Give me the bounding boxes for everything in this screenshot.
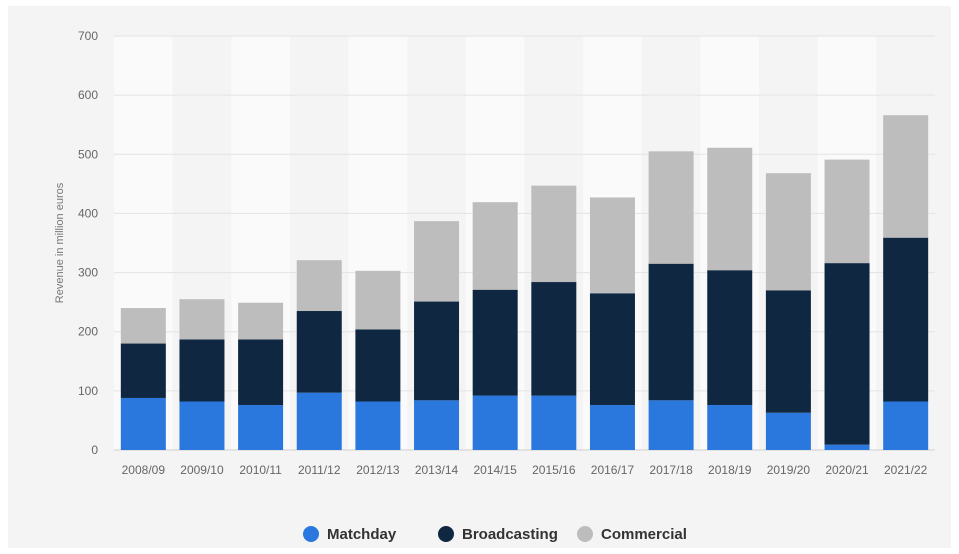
- legend-marker-matchday: [303, 526, 319, 542]
- bar-commercial-2011-12: [296, 260, 342, 312]
- y-tick-label: 400: [78, 206, 98, 220]
- x-tick-label: 2016/17: [591, 463, 635, 477]
- bar-commercial-2021-22: [883, 115, 929, 238]
- bar-commercial-2020-21: [824, 159, 870, 264]
- y-tick-label: 300: [78, 266, 98, 280]
- bar-broadcasting-2018-19: [707, 270, 753, 406]
- revenue-chart: 0 100 200 300 400 500 600 700 2008/09 2009/10 201…: [54, 29, 935, 543]
- bar-matchday-2009-10: [179, 401, 225, 450]
- bar-commercial-2012-13: [355, 270, 401, 330]
- bar-commercial-2013-14: [414, 221, 460, 302]
- bar-broadcasting-2019-20: [765, 290, 811, 413]
- bar-matchday-2016-17: [589, 405, 635, 450]
- legend: Matchday Broadcasting Commercial: [303, 526, 687, 543]
- bar-broadcasting-2021-22: [883, 237, 929, 402]
- x-tick-label: 2012/13: [356, 463, 400, 477]
- y-tick-label: 500: [78, 147, 98, 161]
- bar-broadcasting-2008-09: [120, 343, 166, 398]
- bar-matchday-2012-13: [355, 401, 401, 450]
- y-tick-label: 600: [78, 88, 98, 102]
- bar-matchday-2017-18: [648, 400, 694, 450]
- x-tick-label: 2017/18: [649, 463, 693, 477]
- legend-marker-commercial: [577, 526, 593, 542]
- legend-marker-broadcasting: [438, 526, 454, 542]
- x-tick-label: 2014/15: [473, 463, 517, 477]
- x-tick-label: 2008/09: [122, 463, 166, 477]
- bar-broadcasting-2015-16: [531, 282, 577, 396]
- x-tick-label: 2009/10: [180, 463, 224, 477]
- bar-matchday-2018-19: [707, 405, 753, 450]
- x-tick-labels: 2008/09 2009/10 2010/11 2011/12 2012/13 2013/…: [122, 463, 928, 477]
- bar-matchday-2021-22: [883, 401, 929, 450]
- bar-matchday-2013-14: [414, 400, 460, 450]
- x-tick-label: 2018/19: [708, 463, 752, 477]
- bar-broadcasting-2014-15: [472, 289, 518, 396]
- y-tick-label: 200: [78, 325, 98, 339]
- x-tick-label: 2021/22: [884, 463, 928, 477]
- bar-commercial-2019-20: [765, 173, 811, 291]
- bar-broadcasting-2011-12: [296, 311, 342, 393]
- bars: [120, 115, 929, 450]
- bar-commercial-2017-18: [648, 151, 694, 264]
- bar-matchday-2015-16: [531, 395, 577, 450]
- bar-broadcasting-2016-17: [589, 293, 635, 406]
- bar-broadcasting-2020-21: [824, 263, 870, 445]
- bar-broadcasting-2013-14: [414, 301, 460, 401]
- legend-label-broadcasting: Broadcasting: [462, 526, 558, 543]
- bar-matchday-2020-21: [824, 444, 870, 450]
- x-tick-label: 2011/12: [298, 463, 341, 477]
- bar-broadcasting-2012-13: [355, 329, 401, 402]
- bar-matchday-2008-09: [120, 397, 166, 450]
- x-tick-label: 2010/11: [239, 463, 282, 477]
- x-tick-label: 2015/16: [532, 463, 576, 477]
- y-tick-label: 0: [91, 443, 98, 457]
- bar-commercial-2010-11: [238, 302, 284, 340]
- bar-broadcasting-2017-18: [648, 263, 694, 401]
- x-tick-label: 2013/14: [415, 463, 459, 477]
- y-axis-title: Revenue in million euros: [54, 182, 66, 303]
- bar-commercial-2016-17: [589, 197, 635, 294]
- bar-commercial-2015-16: [531, 185, 577, 283]
- legend-label-matchday: Matchday: [327, 526, 397, 543]
- bar-matchday-2019-20: [765, 412, 811, 450]
- x-tick-label: 2020/21: [825, 463, 869, 477]
- bar-broadcasting-2009-10: [179, 339, 225, 402]
- bar-broadcasting-2010-11: [238, 339, 284, 406]
- bar-matchday-2010-11: [238, 405, 284, 450]
- bar-commercial-2008-09: [120, 308, 166, 344]
- y-tick-labels: 0 100 200 300 400 500 600 700: [78, 29, 98, 457]
- bar-commercial-2018-19: [707, 147, 753, 271]
- bar-matchday-2014-15: [472, 395, 518, 450]
- y-tick-label: 100: [78, 384, 98, 398]
- x-tick-label: 2019/20: [767, 463, 811, 477]
- chart-frame: 0 100 200 300 400 500 600 700 2008/09 2009/10 201…: [8, 6, 951, 548]
- bar-commercial-2009-10: [179, 299, 225, 340]
- legend-label-commercial: Commercial: [601, 526, 687, 543]
- bar-commercial-2014-15: [472, 202, 518, 290]
- y-tick-label: 700: [78, 29, 98, 43]
- bar-matchday-2011-12: [296, 392, 342, 450]
